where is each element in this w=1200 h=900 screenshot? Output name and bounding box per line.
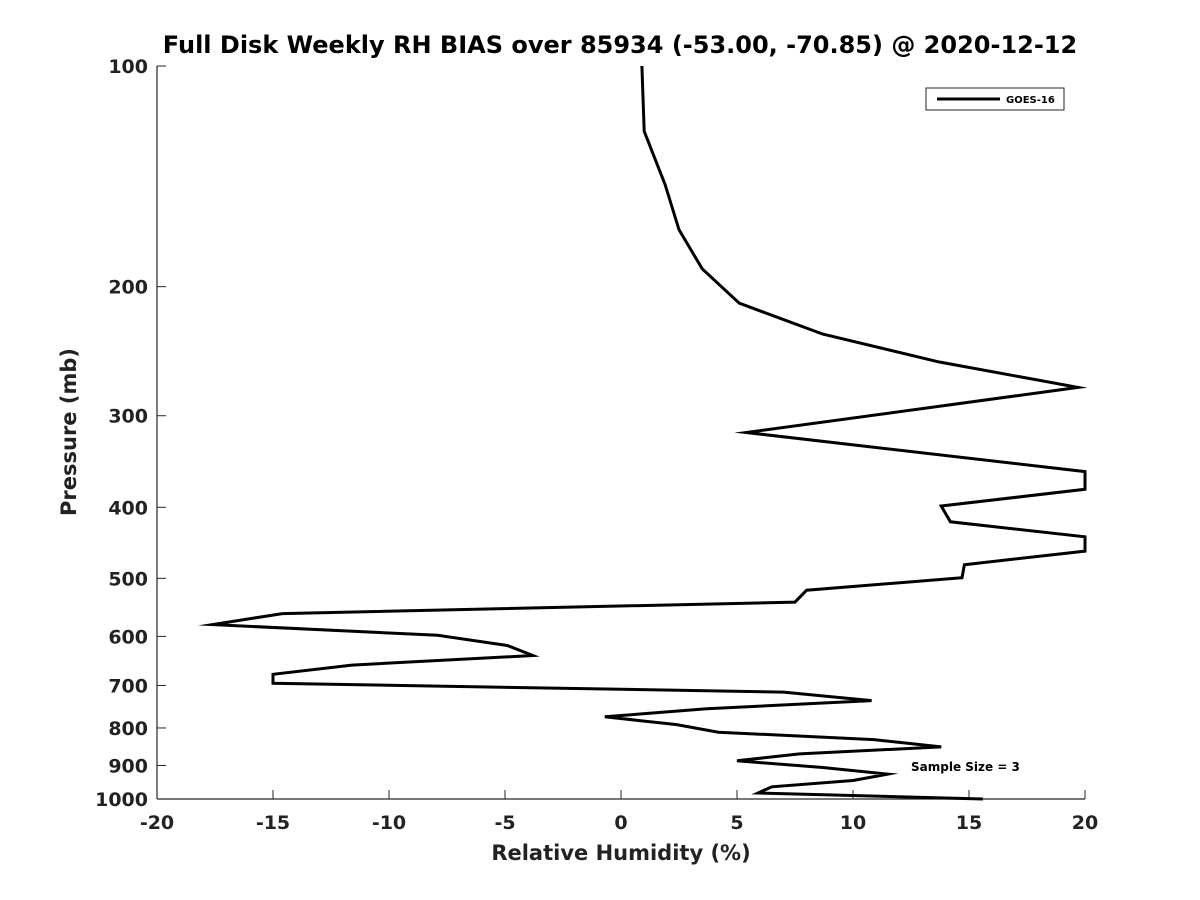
y-tick-label: 200 (108, 277, 148, 299)
x-tick-label: -15 (256, 812, 290, 834)
legend-entry-goes-16: GOES-16 (1006, 95, 1055, 106)
x-tick-label: -10 (372, 812, 406, 834)
y-axis-label: Pressure (mb) (57, 348, 81, 516)
y-tick-label: 300 (108, 406, 148, 428)
y-axis-ticks: 100 200 300 400 500 600 700 800 900 1000 (95, 56, 166, 811)
series-line-goes-16 (198, 65, 1088, 801)
legend: GOES-16 (925, 87, 1065, 111)
y-tick-label: 1000 (95, 789, 148, 811)
x-axis-label: Relative Humidity (%) (491, 841, 750, 865)
sample-size-annotation: Sample Size = 3 (911, 760, 1020, 774)
y-tick-label: 400 (108, 497, 148, 519)
y-tick-label: 600 (108, 626, 148, 648)
x-tick-label: 0 (614, 812, 627, 834)
x-tick-label: -5 (494, 812, 515, 834)
y-tick-label: 100 (108, 56, 148, 78)
x-axis-ticks: -20 -15 -10 -5 0 5 10 15 20 (140, 790, 1098, 834)
x-tick-label: -20 (140, 812, 174, 834)
chart-title: Full Disk Weekly RH BIAS over 85934 (-53… (163, 31, 1077, 59)
x-tick-label: 5 (730, 812, 743, 834)
y-tick-label: 900 (108, 755, 148, 777)
y-tick-label: 800 (108, 718, 148, 740)
x-tick-label: 20 (1072, 812, 1098, 834)
x-tick-label: 10 (840, 812, 866, 834)
y-tick-label: 500 (108, 568, 148, 590)
y-tick-label: 700 (108, 675, 148, 697)
x-tick-label: 15 (956, 812, 982, 834)
